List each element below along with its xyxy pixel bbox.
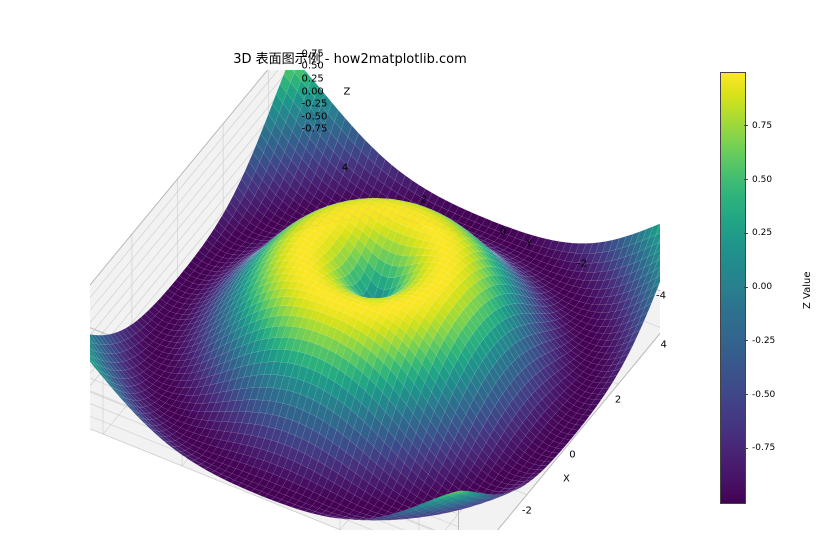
colorbar-tickmark [744,233,748,234]
colorbar-tick: 0.00 [752,282,772,292]
axes3d [90,70,660,530]
axis-label: X [563,474,570,485]
colorbar-tick: -0.50 [752,390,775,400]
tick-label: 4 [660,340,666,351]
colorbar-tick: 0.50 [752,175,772,185]
figure-root: 3D 表面图示例 - how2matplotlib.com Z Value -4… [0,0,840,560]
tick-label: -0.25 [302,99,328,110]
tick-label: 0 [569,450,575,461]
tick-label: 0.75 [302,48,324,59]
colorbar-tickmark [744,340,748,341]
tick-label: -2 [522,505,532,516]
tick-label: 2 [421,194,427,205]
colorbar-tickmark [744,125,748,126]
colorbar [720,72,744,502]
colorbar-tick: -0.25 [752,336,775,346]
tick-label: 2 [615,395,621,406]
tick-label: -0.50 [302,111,328,122]
tick-label: -0.75 [302,124,328,135]
colorbar-tick: 0.75 [752,121,772,131]
tick-label: 0 [500,226,506,237]
colorbar-gradient [720,72,746,504]
colorbar-tick: -0.75 [752,443,775,453]
tick-label: -2 [577,258,587,269]
colorbar-label: Z Value [802,272,813,310]
colorbar-tickmark [744,394,748,395]
colorbar-tick: 0.25 [752,228,772,238]
tick-label: 0.50 [302,61,324,72]
tick-label: -4 [656,290,666,301]
colorbar-tickmark [744,179,748,180]
tick-label: 0.25 [302,73,324,84]
axis-label: Y [526,238,532,249]
plot-title: 3D 表面图示例 - how2matplotlib.com [0,48,700,67]
tick-label: 4 [342,163,348,174]
colorbar-tickmark [744,287,748,288]
tick-label: 0.00 [302,86,324,97]
axis-label: Z [344,86,351,97]
colorbar-tickmark [744,448,748,449]
